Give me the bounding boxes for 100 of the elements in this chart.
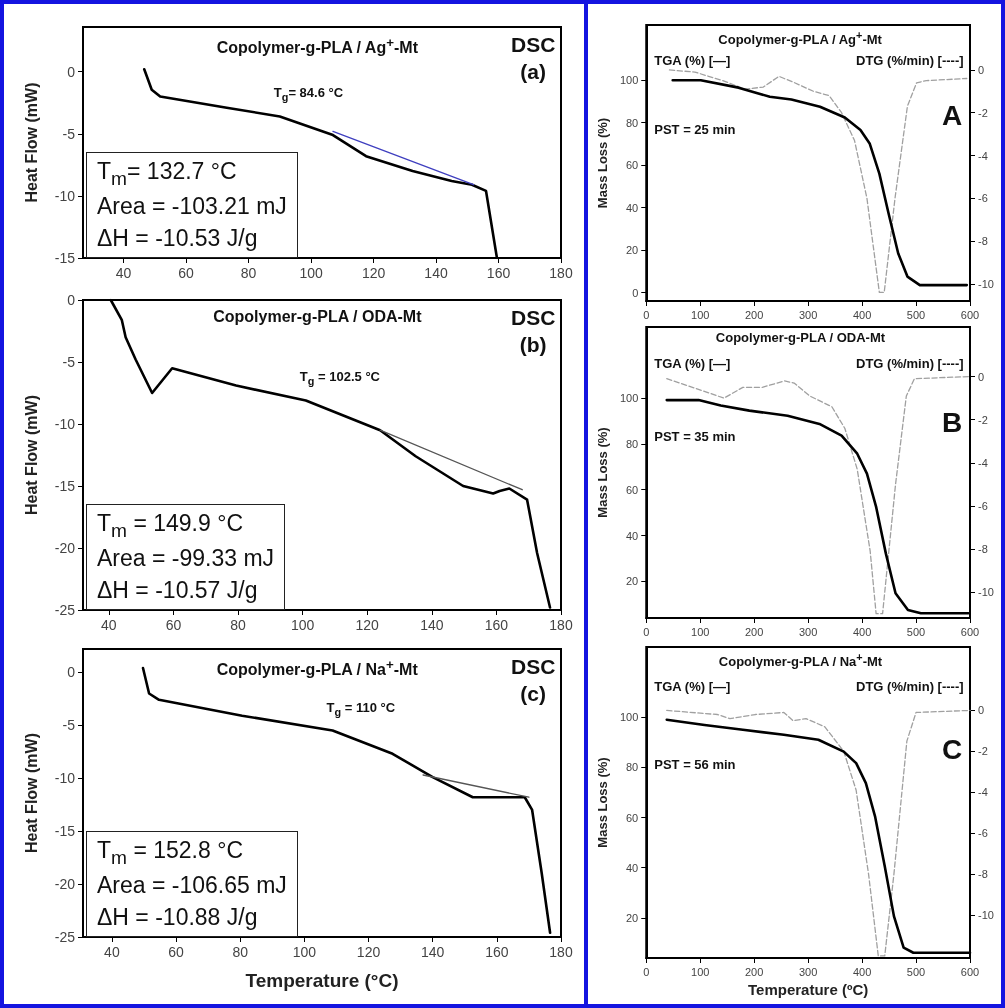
x-tick-label: 500 [906, 965, 926, 978]
y2-tick-label: -10 [978, 586, 994, 599]
y-tick-label: -10 [54, 770, 76, 787]
annotation: DSC [511, 654, 556, 680]
annotation: DTG (%/min) [----] [856, 678, 964, 695]
annotation: (c) [519, 681, 547, 708]
y-tick-label: 40 [626, 201, 639, 214]
x-tick-label: 100 [292, 944, 317, 960]
x-tick-label: 600 [960, 308, 980, 321]
y-axis-title: Mass Loss (%) [595, 117, 610, 209]
annotation: T$_{g}$= 84.6 °C [273, 85, 344, 104]
annotation: B [942, 407, 963, 440]
y2-tick-label: -10 [978, 277, 994, 290]
x-tick-label: 0 [643, 625, 650, 638]
x-tick-label: 160 [486, 265, 511, 281]
x-tick-label: 180 [549, 265, 573, 281]
y2-tick-label: -2 [978, 106, 988, 119]
y-tick-label: 100 [619, 711, 639, 724]
annotation: TGA (%) [—] [654, 356, 731, 373]
annotation: T$_{g}$ = 110 °C [326, 699, 396, 718]
y-tick-label: 0 [67, 292, 76, 308]
y-tick-label: -5 [62, 717, 76, 734]
y-tick-label: 100 [619, 74, 639, 87]
annotation: Area = -99.33 mJ [97, 544, 275, 574]
x-tick-label: 80 [230, 617, 247, 633]
annotation: DTG (%/min) [----] [856, 356, 964, 373]
x-tick-label: 100 [691, 308, 710, 321]
x-tick-label: 40 [104, 944, 120, 960]
y2-tick-label: -6 [978, 827, 988, 840]
x-tick-label: 300 [798, 965, 818, 978]
annotation: ΔH = -10.53 J/g [97, 223, 259, 253]
y-tick-label: 40 [626, 861, 639, 874]
y2-tick-label: -8 [978, 543, 988, 556]
text: Copolymer-g-PLA / Ag$^{+}$-Mt [216, 35, 418, 58]
y-tick-label: 80 [626, 761, 639, 774]
x-tick-label: 0 [643, 308, 650, 321]
y-tick-label: 60 [626, 159, 639, 172]
x-tick-label: 140 [420, 617, 444, 633]
y2-tick-label: -4 [978, 786, 988, 799]
text: Copolymer-g-PLA / Ag$^{+}$-Mt [718, 29, 882, 49]
annotation: ΔH = -10.57 J/g [97, 575, 259, 605]
annotation: TGA (%) [—] [654, 52, 731, 69]
x-tick-label: 60 [178, 265, 195, 281]
y-axis-title: Mass Loss (%) [595, 757, 610, 848]
y-axis-title: Heat Flow (mW) [22, 733, 40, 853]
text-box: T$_{m}$= 132.7 °C Area = -103.21 mJ ΔH = -10.53 J/g [86, 152, 298, 258]
x-tick-label: 120 [355, 617, 380, 633]
annotation: DSC [511, 305, 556, 331]
x-tick-label: 600 [960, 965, 980, 978]
annotation: PST = 56 min [654, 756, 736, 773]
y2-tick-label: -8 [978, 868, 988, 881]
x-tick-label: 200 [744, 625, 764, 638]
x-tick-label: 80 [232, 944, 249, 960]
annotation: C [942, 733, 963, 766]
y-tick-label: 20 [626, 575, 639, 588]
y2-tick-label: -6 [978, 192, 988, 205]
y-tick-label: -15 [54, 478, 76, 494]
x-tick-label: 40 [101, 617, 117, 633]
y-axis-title: Heat Flow (mW) [22, 82, 40, 203]
y-tick-label: -25 [54, 602, 76, 618]
y-tick-label: 100 [619, 392, 639, 405]
x-tick-label: 140 [424, 265, 448, 281]
y2-tick-label: -4 [978, 456, 988, 469]
x-tick-label: 140 [421, 944, 445, 960]
text-box: T$_{m}$ = 149.9 °C Area = -99.33 mJ ΔH = -10.57 J/g [86, 504, 286, 610]
annotation: T$_{g}$ = 102.5 °C [299, 369, 380, 388]
y-tick-label: -10 [54, 416, 76, 432]
y-tick-label: 80 [626, 116, 639, 129]
x-tick-label: 100 [691, 965, 710, 978]
y-tick-label: -15 [54, 823, 76, 840]
text-box: T$_{m}$ = 152.8 °C Area = -106.65 mJ ΔH = -10.88 J/g [86, 831, 298, 937]
x-tick-label: 180 [549, 944, 573, 960]
x-tick-label: 500 [906, 625, 926, 638]
x-tick-label: 60 [165, 617, 182, 633]
x-tick-label: 100 [299, 265, 323, 281]
y2-tick-label: -6 [978, 499, 988, 512]
x-tick-label: 200 [744, 308, 764, 321]
y2-tick-label: 0 [978, 370, 985, 383]
x-tick-label: 180 [549, 617, 573, 633]
y-tick-label: 80 [626, 437, 639, 450]
y-tick-label: -15 [54, 250, 76, 266]
y2-tick-label: -4 [978, 149, 988, 162]
text: Copolymer-g-PLA / Na$^{+}$-Mt [718, 651, 883, 671]
annotation: Area = -103.21 mJ [97, 192, 287, 222]
x-tick-label: 400 [852, 965, 872, 978]
x-tick-label: 600 [960, 625, 980, 638]
x-tick-label: 100 [691, 625, 710, 638]
text: Copolymer-g-PLA / Na$^{+}$-Mt [216, 657, 418, 680]
y-tick-label: -25 [54, 929, 76, 945]
x-tick-label: 500 [906, 308, 926, 321]
x-axis-title: Temperature (°C) [245, 970, 399, 991]
chart-title: Copolymer-g-PLA / ODA-Mt [213, 308, 422, 327]
annotation: ΔH = -10.88 J/g [97, 902, 259, 932]
annotation: T$_{m}$ = 149.9 °C [97, 509, 244, 543]
x-tick-label: 80 [240, 265, 257, 281]
y-tick-label: -20 [54, 540, 76, 556]
x-tick-label: 400 [852, 308, 872, 321]
x-tick-label: 100 [290, 617, 315, 633]
y-tick-label: 40 [626, 529, 639, 542]
annotation: (a) [519, 59, 547, 86]
